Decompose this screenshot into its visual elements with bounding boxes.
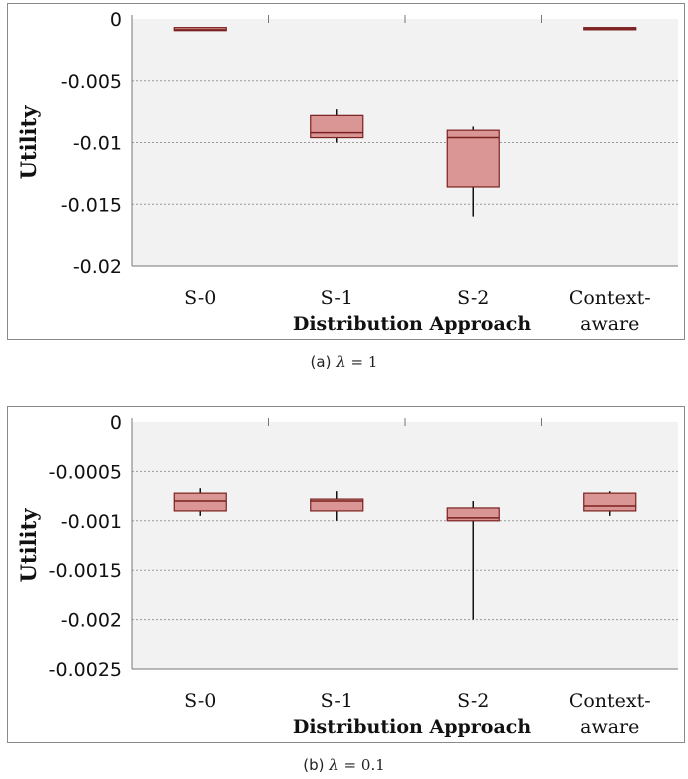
y-tick-label-a: -0.01 (73, 133, 122, 155)
x-category-label-b-2: S-2 (457, 690, 489, 712)
caption-a-value: 1 (367, 353, 378, 371)
x-axis-title-a: Distribution Approach (293, 313, 531, 335)
chart-panel-b: 0 -0.0005 -0.001 -0.0015 -0.002 -0.0025 Utilit… (7, 406, 685, 743)
box-plot-a: 0 -0.005 -0.01 -0.015 -0.02 Utility S-0 S-1 S-2 C… (16, 9, 678, 335)
y-tick-label-a: -0.005 (61, 71, 122, 93)
x-category-label-a-2: S-2 (457, 287, 489, 309)
y-tick-label-b: -0.0005 (49, 461, 122, 483)
y-axis-title-b: Utility (16, 508, 41, 583)
caption-b-label: (b) (303, 756, 325, 774)
x-category-label-a-1: S-1 (321, 287, 353, 309)
caption-a: (a) λ = 1 (310, 353, 378, 371)
x-category-label-b-3: aware (580, 716, 639, 738)
box-a-1 (310, 114, 364, 139)
y-tick-label-b: 0 (110, 412, 122, 434)
plot-area-b (132, 422, 678, 669)
x-category-label-a-3: Context- (569, 287, 651, 309)
box-b-2 (446, 507, 500, 522)
x-category-label-b-0: S-0 (184, 690, 216, 712)
caption-b-value: 0.1 (360, 756, 385, 774)
y-tick-label-a: 0 (110, 9, 122, 31)
x-category-label-b-3: Context- (569, 690, 651, 712)
y-tick-label-a: -0.02 (73, 256, 122, 278)
caption-a-label: (a) (310, 353, 332, 371)
x-category-label-a-3: aware (580, 313, 639, 335)
y-tick-label-b: -0.0025 (49, 659, 122, 681)
box-b-1 (310, 498, 364, 512)
box-plot-b: 0 -0.0005 -0.001 -0.0015 -0.002 -0.0025 Utilit… (16, 412, 678, 738)
x-axis-title-b: Distribution Approach (293, 716, 531, 738)
y-tick-label-b: -0.002 (61, 610, 122, 632)
chart-panel-a: 0 -0.005 -0.01 -0.015 -0.02 Utility S-0 S-1 S-2 C… (7, 3, 685, 340)
x-category-label-b-1: S-1 (321, 690, 353, 712)
box-b-3 (583, 492, 637, 512)
caption-b-symbol: λ (329, 756, 339, 774)
y-tick-label-b: -0.001 (61, 511, 122, 533)
y-axis-title-a: Utility (16, 105, 41, 180)
caption-b: (b) λ = 0.1 (303, 756, 385, 774)
box-a-2 (446, 129, 500, 188)
caption-a-symbol: λ (336, 353, 346, 371)
y-tick-label-b: -0.0015 (49, 560, 122, 582)
y-tick-label-a: -0.015 (61, 194, 122, 216)
box-b-0 (173, 492, 227, 512)
x-category-label-a-0: S-0 (184, 287, 216, 309)
